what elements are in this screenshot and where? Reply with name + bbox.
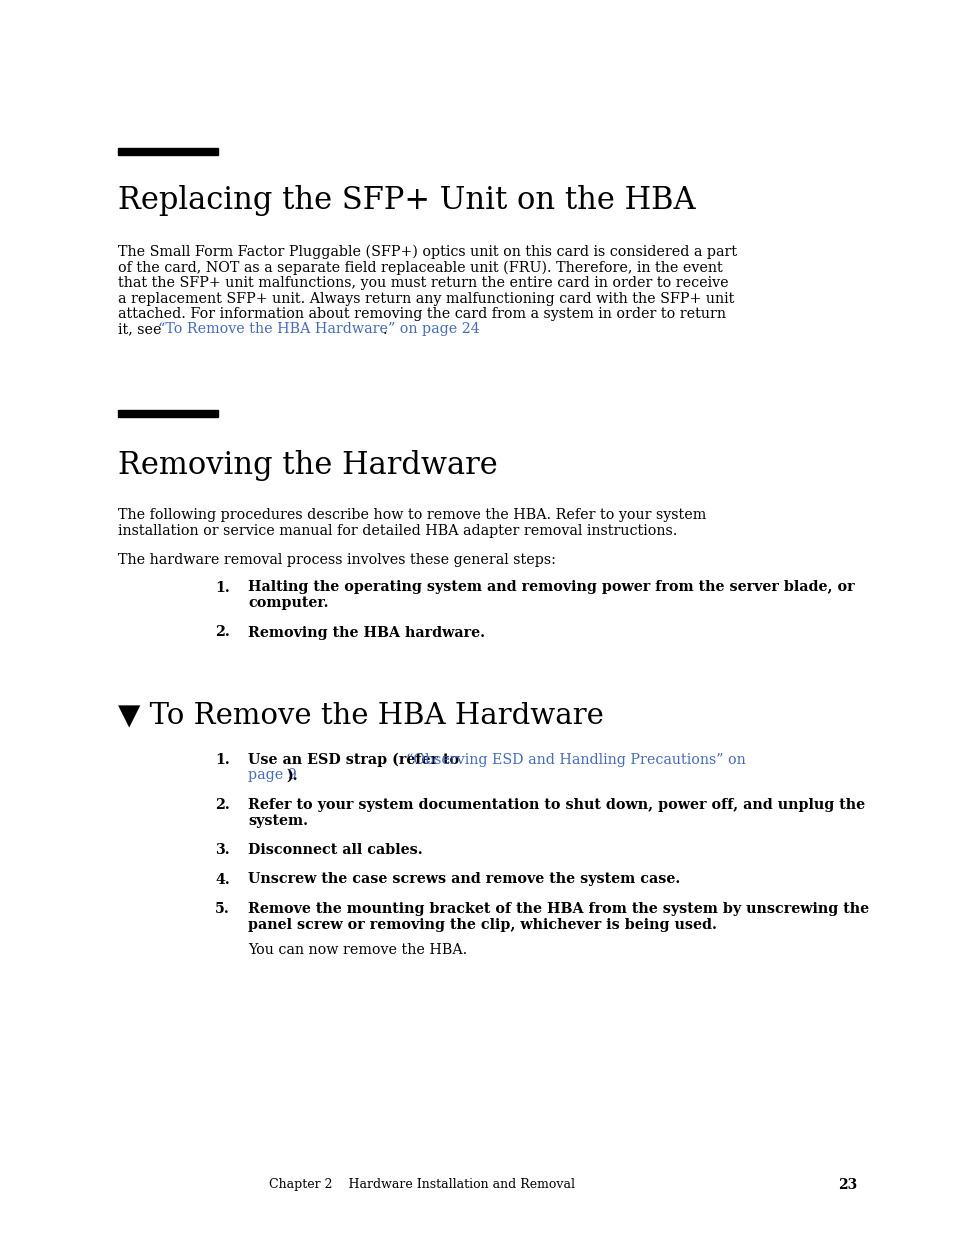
Text: that the SFP+ unit malfunctions, you must return the entire card in order to rec: that the SFP+ unit malfunctions, you mus… bbox=[118, 275, 728, 290]
Text: computer.: computer. bbox=[248, 597, 328, 610]
Text: 5.: 5. bbox=[215, 902, 230, 916]
Text: “Observing ESD and Handling Precautions” on: “Observing ESD and Handling Precautions”… bbox=[406, 753, 745, 767]
Text: 3.: 3. bbox=[215, 844, 230, 857]
Text: 2.: 2. bbox=[215, 625, 230, 640]
Text: Remove the mounting bracket of the HBA from the system by unscrewing the: Remove the mounting bracket of the HBA f… bbox=[248, 902, 868, 916]
Text: 23: 23 bbox=[837, 1178, 857, 1192]
Text: attached. For information about removing the card from a system in order to retu: attached. For information about removing… bbox=[118, 308, 725, 321]
Text: Removing the Hardware: Removing the Hardware bbox=[118, 450, 497, 480]
Text: 1.: 1. bbox=[215, 753, 230, 767]
Text: You can now remove the HBA.: You can now remove the HBA. bbox=[248, 944, 467, 957]
Text: Replacing the SFP+ Unit on the HBA: Replacing the SFP+ Unit on the HBA bbox=[118, 185, 695, 216]
Text: installation or service manual for detailed HBA adapter removal instructions.: installation or service manual for detai… bbox=[118, 524, 677, 537]
Text: ▼ To Remove the HBA Hardware: ▼ To Remove the HBA Hardware bbox=[118, 701, 603, 729]
Text: ).: ). bbox=[286, 768, 297, 783]
Text: panel screw or removing the clip, whichever is being used.: panel screw or removing the clip, whiche… bbox=[248, 918, 716, 931]
Bar bbox=[118, 410, 218, 417]
Text: 1.: 1. bbox=[215, 580, 230, 594]
Bar bbox=[118, 148, 218, 156]
Text: 4.: 4. bbox=[215, 872, 230, 887]
Text: of the card, NOT as a separate field replaceable unit (FRU). Therefore, in the e: of the card, NOT as a separate field rep… bbox=[118, 261, 722, 275]
Text: The Small Form Factor Pluggable (SFP+) optics unit on this card is considered a : The Small Form Factor Pluggable (SFP+) o… bbox=[118, 245, 737, 259]
Text: it, see: it, see bbox=[118, 322, 166, 336]
Text: Halting the operating system and removing power from the server blade, or: Halting the operating system and removin… bbox=[248, 580, 854, 594]
Text: a replacement SFP+ unit. Always return any malfunctioning card with the SFP+ uni: a replacement SFP+ unit. Always return a… bbox=[118, 291, 734, 305]
Text: Removing the HBA hardware.: Removing the HBA hardware. bbox=[248, 625, 484, 640]
Text: Unscrew the case screws and remove the system case.: Unscrew the case screws and remove the s… bbox=[248, 872, 679, 887]
Text: page 9: page 9 bbox=[248, 768, 296, 783]
Text: “To Remove the HBA Hardware” on page 24: “To Remove the HBA Hardware” on page 24 bbox=[158, 322, 479, 336]
Text: .: . bbox=[382, 322, 387, 336]
Text: Use an ESD strap (refer to: Use an ESD strap (refer to bbox=[248, 753, 464, 767]
Text: system.: system. bbox=[248, 814, 308, 827]
Text: The hardware removal process involves these general steps:: The hardware removal process involves th… bbox=[118, 553, 556, 567]
Text: 2.: 2. bbox=[215, 798, 230, 811]
Text: The following procedures describe how to remove the HBA. Refer to your system: The following procedures describe how to… bbox=[118, 508, 705, 522]
Text: Refer to your system documentation to shut down, power off, and unplug the: Refer to your system documentation to sh… bbox=[248, 798, 864, 811]
Text: Chapter 2    Hardware Installation and Removal: Chapter 2 Hardware Installation and Remo… bbox=[269, 1178, 575, 1191]
Text: Disconnect all cables.: Disconnect all cables. bbox=[248, 844, 422, 857]
